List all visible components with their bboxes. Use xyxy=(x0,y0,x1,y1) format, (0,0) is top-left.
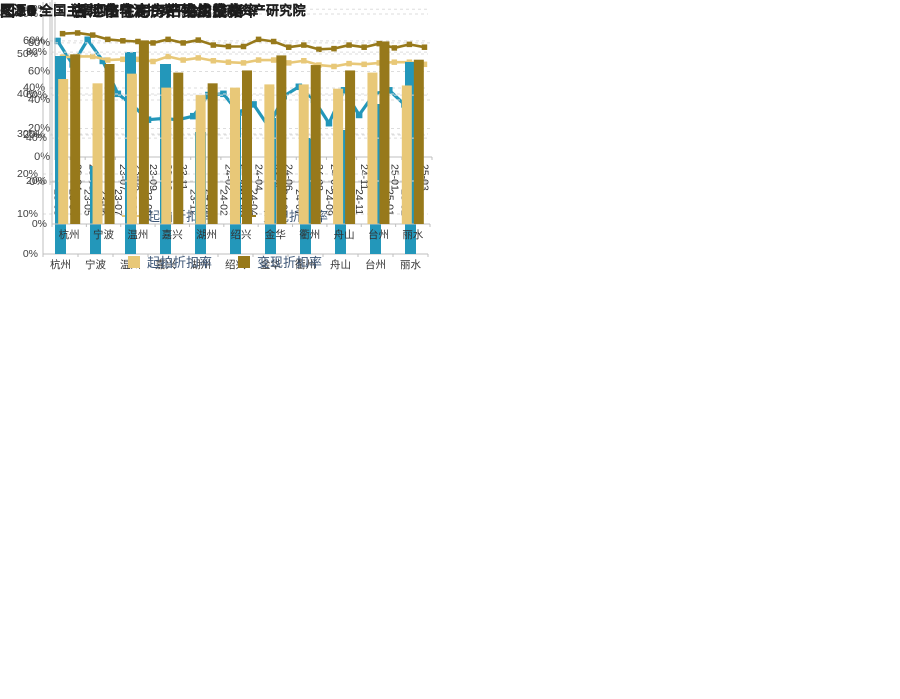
svg-text:金华: 金华 xyxy=(265,228,286,241)
svg-text:80%: 80% xyxy=(26,46,47,58)
svg-text:60%: 60% xyxy=(28,65,50,77)
figure-19-caption-title: 浙江住宅房产拍卖价格 xyxy=(72,2,228,20)
legend-marker-icon xyxy=(127,255,140,268)
figure-18-caption: 图18： 浙江住宅房产平均成交率 xyxy=(0,0,243,21)
svg-text:60%: 60% xyxy=(23,35,45,47)
svg-text:0%: 0% xyxy=(32,218,47,230)
legend-label: 变现折扣率 xyxy=(257,255,323,270)
svg-text:0%: 0% xyxy=(29,176,45,188)
figure-20-caption: 图20： 各地市住宅房产平均成交率 xyxy=(0,0,259,21)
svg-text:湖州: 湖州 xyxy=(196,229,217,241)
svg-text:25-01: 25-01 xyxy=(388,164,400,191)
svg-text:温州: 温州 xyxy=(127,229,148,241)
svg-text:嘉兴: 嘉兴 xyxy=(162,228,183,241)
figure-18-caption-label: 图18： xyxy=(0,2,53,20)
legend-marker-icon xyxy=(238,255,250,268)
svg-text:24-11: 24-11 xyxy=(353,189,365,215)
svg-text:50%: 50% xyxy=(17,48,38,60)
svg-text:宁波: 宁波 xyxy=(93,228,114,241)
svg-text:台州: 台州 xyxy=(365,258,386,271)
figure-20-caption-label: 图20： xyxy=(0,2,53,20)
legend-item: 起拍折扣率 xyxy=(127,252,212,271)
svg-text:杭州: 杭州 xyxy=(59,228,80,241)
svg-text:丽水: 丽水 xyxy=(402,229,423,241)
figure-18-caption-title: 浙江住宅房产平均成交率 xyxy=(72,2,244,20)
svg-text:湖州: 湖州 xyxy=(190,259,211,271)
svg-text:杭州: 杭州 xyxy=(50,258,71,271)
svg-text:金华: 金华 xyxy=(260,258,281,271)
figure-21-source: 来源：全国主要网络司法拍卖平台，浙商资产研究院 xyxy=(0,3,306,18)
svg-text:20%: 20% xyxy=(23,129,45,141)
figure-21-legend: 起拍折扣率 变现折扣率 xyxy=(0,252,450,271)
svg-text:台州: 台州 xyxy=(368,228,389,241)
svg-text:0%: 0% xyxy=(23,248,38,260)
svg-text:绍兴: 绍兴 xyxy=(231,228,252,241)
svg-text:60%: 60% xyxy=(17,8,38,20)
figure-19-caption-label: 图19： xyxy=(0,2,53,20)
svg-text:10%: 10% xyxy=(17,208,38,220)
figure-19-caption: 图19： 浙江住宅房产拍卖价格 xyxy=(0,0,228,21)
svg-text:宁波: 宁波 xyxy=(85,258,106,271)
svg-text:30%: 30% xyxy=(17,128,38,140)
legend-label: 起拍折扣率 xyxy=(146,255,212,270)
svg-text:0%: 0% xyxy=(34,151,50,163)
svg-text:24-02: 24-02 xyxy=(217,189,229,216)
svg-text:60%: 60% xyxy=(26,89,47,101)
svg-text:23-07: 23-07 xyxy=(112,189,124,216)
figure-21-chart: 0% 20% 40% 60% 80% 100% 杭州 宁波 温州 嘉兴 湖州 绍兴 金华 衢州 舟山 台州 丽水… xyxy=(0,0,450,270)
bar-chart-city-auction-price: 0%20%40%60%80%100%杭州 宁波 温州 嘉兴 湖州 绍兴 金华 衢州 舟山 台州 丽水 xyxy=(20,0,431,241)
svg-text:20%: 20% xyxy=(26,175,47,187)
svg-text:丽水: 丽水 xyxy=(400,259,421,271)
svg-text:衢州: 衢州 xyxy=(295,259,316,271)
svg-text:100%: 100% xyxy=(20,3,47,15)
svg-text:40%: 40% xyxy=(17,88,38,100)
svg-text:23-09: 23-09 xyxy=(147,164,159,191)
svg-text:衢州: 衢州 xyxy=(299,229,320,241)
figure-20-source: 来源：全国主要网络司法拍卖平台，浙商资产研究院 xyxy=(0,3,306,18)
svg-text:24-11: 24-11 xyxy=(358,164,370,190)
legend-item: 变现折扣率 xyxy=(238,252,322,271)
svg-text:80%: 80% xyxy=(28,37,50,49)
figure-21-caption-label: 图21： xyxy=(0,2,53,20)
svg-text:40%: 40% xyxy=(28,94,50,106)
svg-text:40%: 40% xyxy=(26,132,47,144)
svg-text:20%: 20% xyxy=(28,122,50,134)
svg-text:嘉兴: 嘉兴 xyxy=(155,258,176,271)
svg-text:舟山: 舟山 xyxy=(330,258,351,271)
svg-text:40%: 40% xyxy=(23,82,45,94)
figure-21-caption: 图21： 各地市住宅房产拍卖价格 xyxy=(0,0,243,21)
figure-20-caption-title: 各地市住宅房产平均成交率 xyxy=(72,2,259,20)
svg-text:24-04: 24-04 xyxy=(253,164,265,191)
svg-text:24-09: 24-09 xyxy=(323,189,335,216)
svg-text:舟山: 舟山 xyxy=(334,228,355,241)
svg-text:20%: 20% xyxy=(17,168,38,180)
figure-21-caption-title: 各地市住宅房产拍卖价格 xyxy=(72,2,244,20)
